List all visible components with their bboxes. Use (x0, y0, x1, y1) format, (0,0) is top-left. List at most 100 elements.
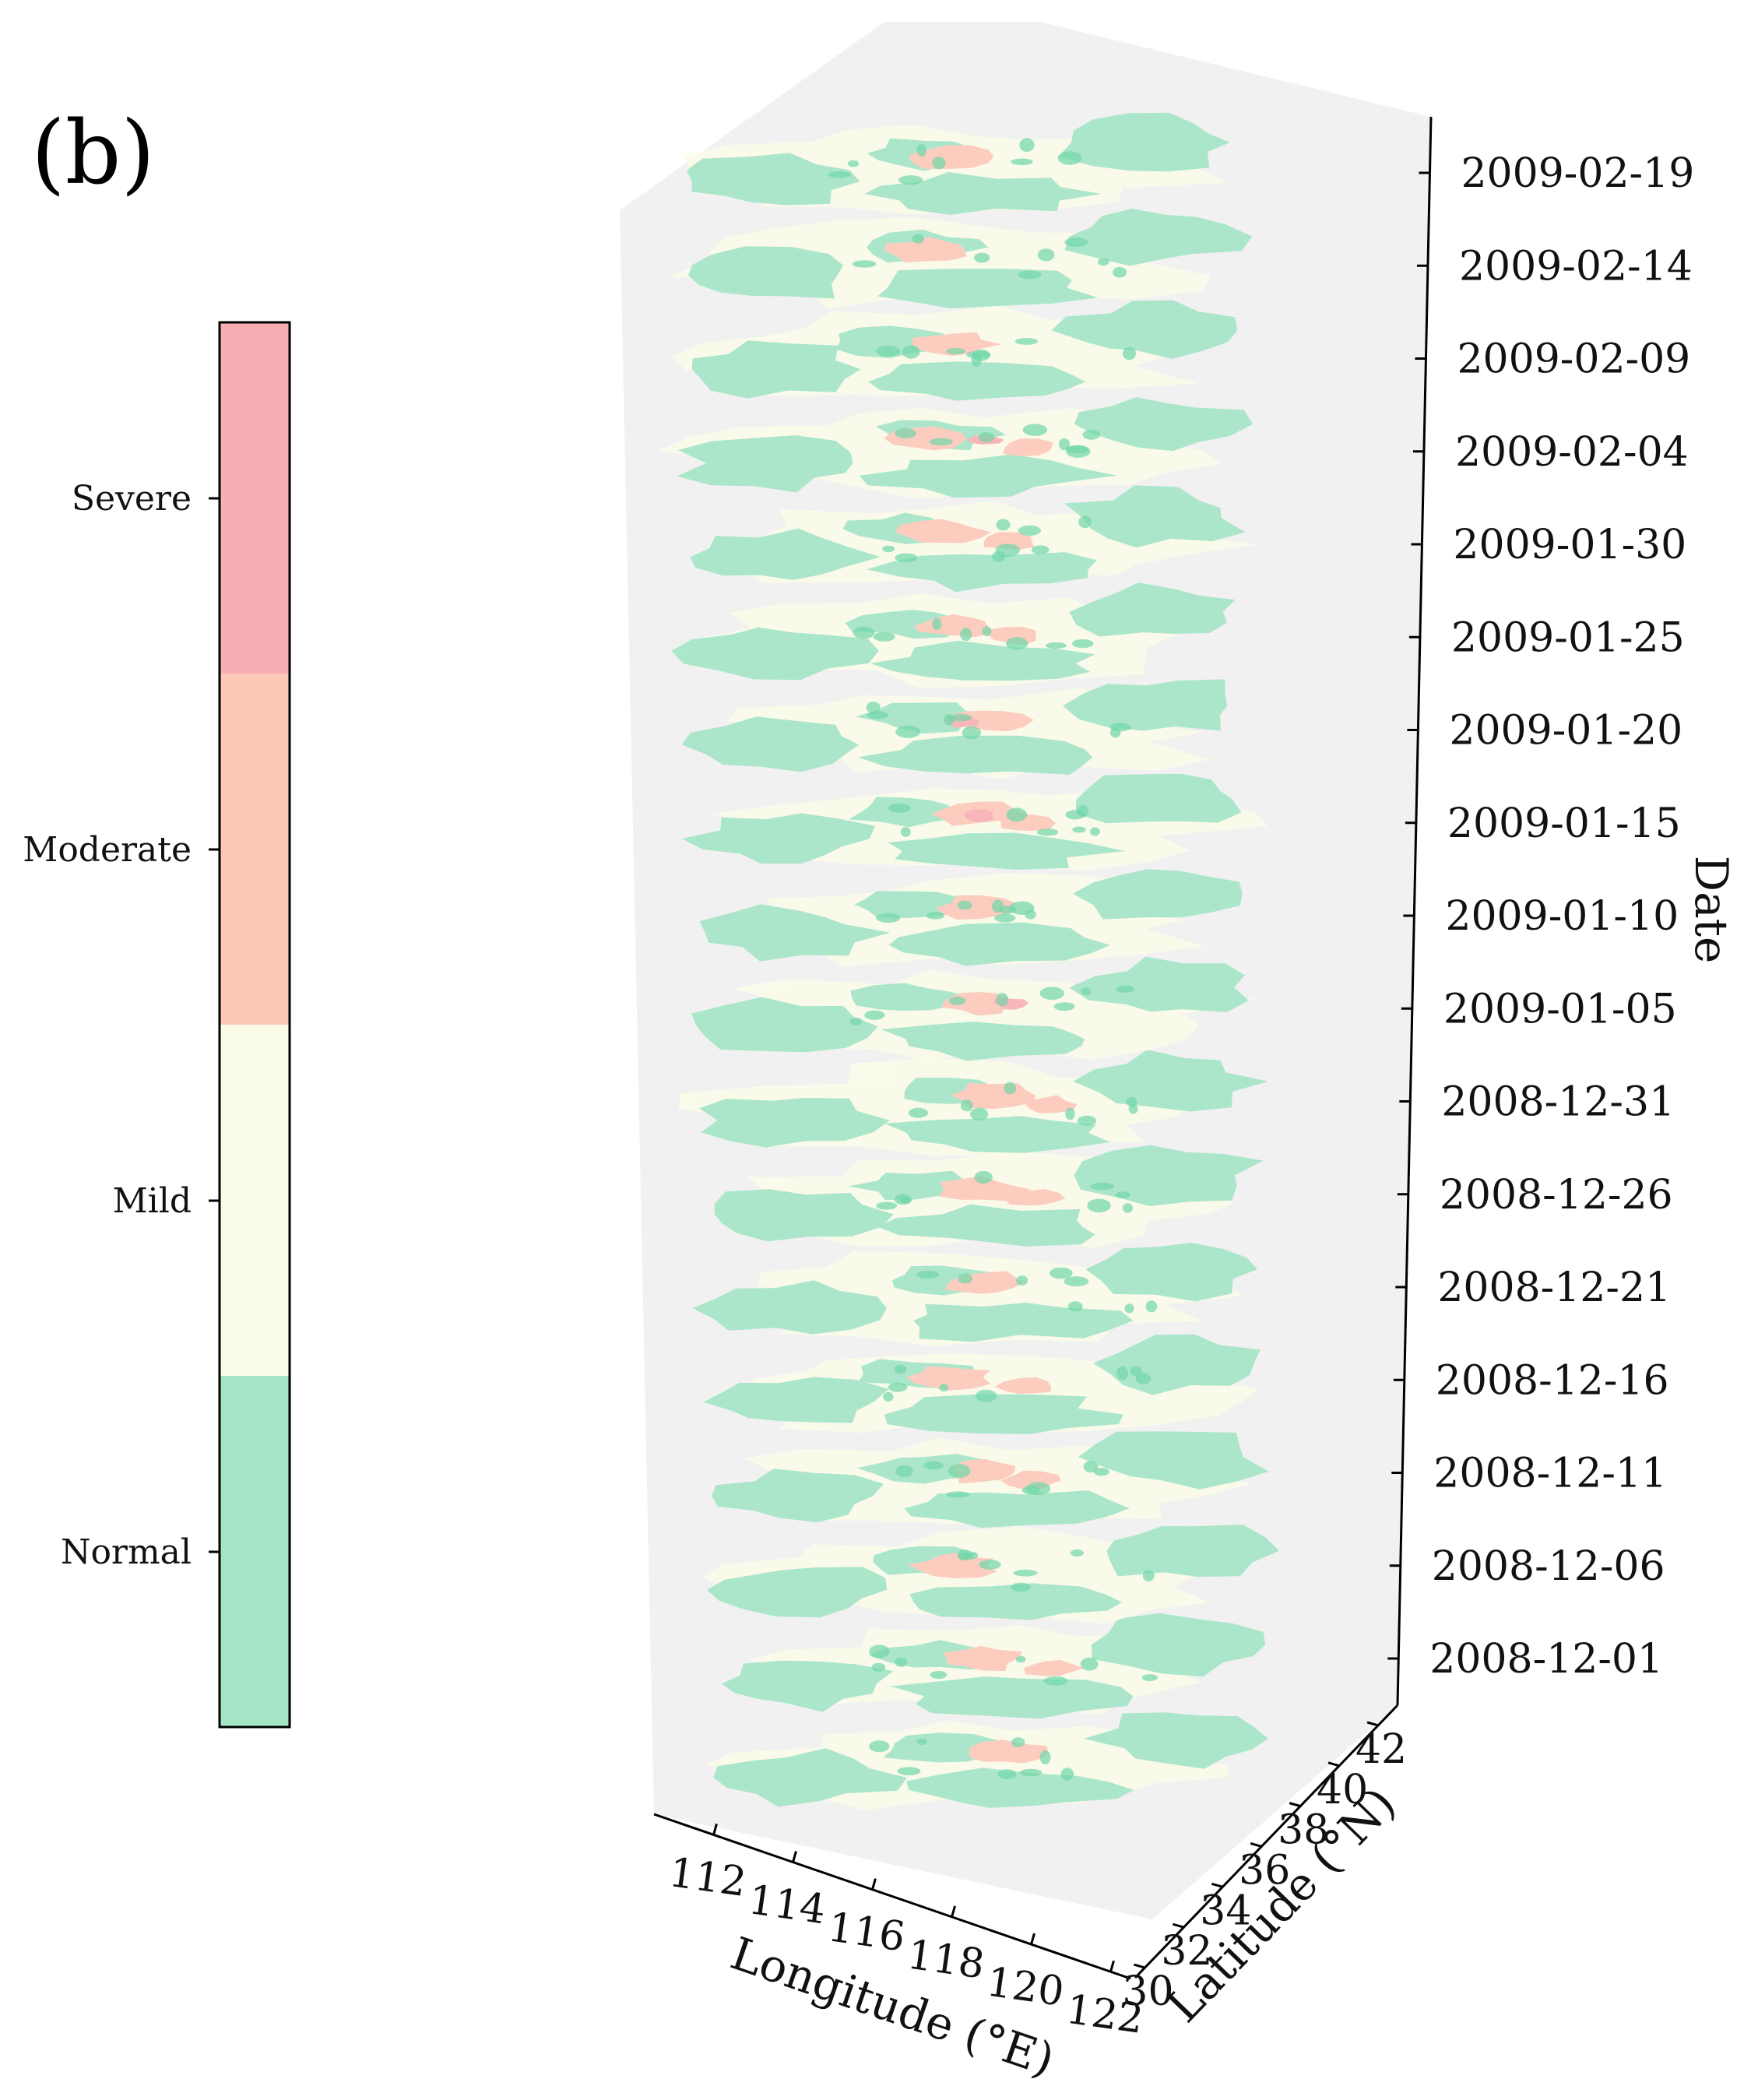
map-speckle (895, 725, 921, 738)
map-region-normal (1083, 1712, 1268, 1769)
map-speckle (1039, 987, 1065, 1000)
map-region-normal (1074, 397, 1253, 452)
longitude-tick-label: 118 (905, 1931, 988, 1988)
date-tick-label: 2008-12-06 (1432, 1543, 1665, 1590)
map-speckle (1087, 1198, 1111, 1213)
map-speckle (1122, 1203, 1134, 1213)
map-speckle (1006, 637, 1028, 650)
map-region-moderate (1003, 438, 1053, 457)
map-layer (714, 1145, 1264, 1248)
map-region-normal (681, 716, 860, 772)
map-speckle (902, 345, 920, 359)
latitude-axis-line (1134, 1704, 1399, 1979)
map-region-normal (858, 735, 1093, 775)
map-speckle (1043, 1676, 1068, 1686)
map-layer (678, 1050, 1268, 1156)
map-layers (657, 112, 1280, 1810)
map-speckle (853, 626, 875, 639)
map-speckle (976, 1389, 997, 1402)
map-region-normal (714, 1189, 894, 1242)
map-speckle (908, 1107, 929, 1118)
date-tick-label: 2008-12-31 (1441, 1079, 1675, 1126)
map-speckle (1011, 1582, 1031, 1592)
map-region-normal (884, 1394, 1123, 1434)
map-speckle (1116, 985, 1134, 994)
map-region-normal (690, 528, 881, 580)
latitude-tick (1366, 1721, 1379, 1727)
colorbar-label-normal: Normal (61, 1532, 192, 1572)
map-region-normal (677, 435, 853, 493)
date-axis-title: Date (1685, 856, 1738, 964)
map-speckle (1072, 826, 1086, 833)
map-speckle (958, 1273, 973, 1284)
map-region-moderate (969, 1739, 1049, 1764)
map-speckle (1126, 1096, 1137, 1107)
map-speckle (1016, 1275, 1028, 1286)
map-speckle (970, 1107, 989, 1121)
map-speckle (1066, 445, 1091, 458)
map-region-severe (963, 809, 994, 822)
map-speckle (888, 1382, 908, 1392)
map-region-normal (877, 1204, 1095, 1247)
map-speckle (1081, 987, 1092, 996)
map-speckle (948, 1464, 971, 1478)
latitude-tick-label: 30 (1122, 1968, 1173, 2015)
map-layer (657, 397, 1253, 499)
map-region-normal (1078, 1431, 1269, 1490)
map-region-moderate (907, 1553, 997, 1579)
colorbar-segment-normal (220, 1376, 290, 1727)
map-speckle (897, 1767, 921, 1775)
longitude-tick-label: 112 (666, 1849, 750, 1906)
map-region-normal (888, 832, 1126, 870)
map-layer (692, 1243, 1257, 1347)
map-speckle (1082, 429, 1101, 440)
map-speckle (923, 1461, 944, 1470)
map-region-normal (913, 1303, 1134, 1342)
map-region-normal (691, 340, 861, 399)
map-speckle (992, 899, 1004, 913)
map-region-moderate (1025, 1095, 1078, 1113)
map-speckle (978, 432, 995, 443)
map-region-normal (1092, 1334, 1261, 1395)
map-speckle (873, 631, 895, 642)
colorbar-label-mild: Mild (113, 1181, 192, 1221)
date-tick-label: 2009-02-09 (1457, 336, 1690, 383)
map-layer (706, 1712, 1268, 1810)
colorbar-segment-mild (220, 1025, 290, 1376)
map-speckle (871, 1662, 886, 1672)
map-speckle (1098, 258, 1109, 266)
map-region-moderate (953, 1458, 1015, 1484)
map-speckle (1057, 151, 1082, 165)
map-speckle (1058, 438, 1071, 451)
map-region-normal (881, 1022, 1085, 1061)
latitude-tick (1172, 1922, 1184, 1929)
colorbar-frame (218, 321, 291, 1729)
map-region-normal (870, 640, 1095, 681)
map-region-normal (1069, 956, 1249, 1012)
date-tick-label: 2009-02-14 (1459, 243, 1693, 290)
colorbar-label-moderate: Moderate (23, 830, 192, 870)
map-speckle (994, 913, 1016, 923)
map-region-moderate (943, 1645, 1023, 1672)
map-speckle (996, 519, 1011, 531)
date-tick-label: 2008-12-26 (1440, 1172, 1673, 1219)
map-speckle (1094, 1468, 1109, 1476)
map-region-moderate (905, 1366, 991, 1391)
map-speckle (1080, 1657, 1099, 1671)
map-speckle (866, 702, 881, 714)
map-speckle (869, 1740, 890, 1753)
map-speckle (948, 713, 972, 722)
map-layer (701, 1525, 1280, 1624)
map-speckle (1122, 346, 1136, 361)
map-region-normal (848, 1170, 967, 1200)
map-layer (703, 1334, 1261, 1434)
map-region-moderate (884, 237, 967, 262)
date-tick-label: 2008-12-16 (1436, 1357, 1669, 1404)
map-region-normal (1051, 300, 1238, 359)
map-speckle (1070, 1549, 1084, 1557)
map-region-normal (888, 922, 1110, 966)
longitude-tick (792, 1851, 797, 1863)
map-speckle (1018, 270, 1042, 280)
map-speckle (1141, 1674, 1158, 1681)
map-region-normal (1069, 582, 1236, 637)
